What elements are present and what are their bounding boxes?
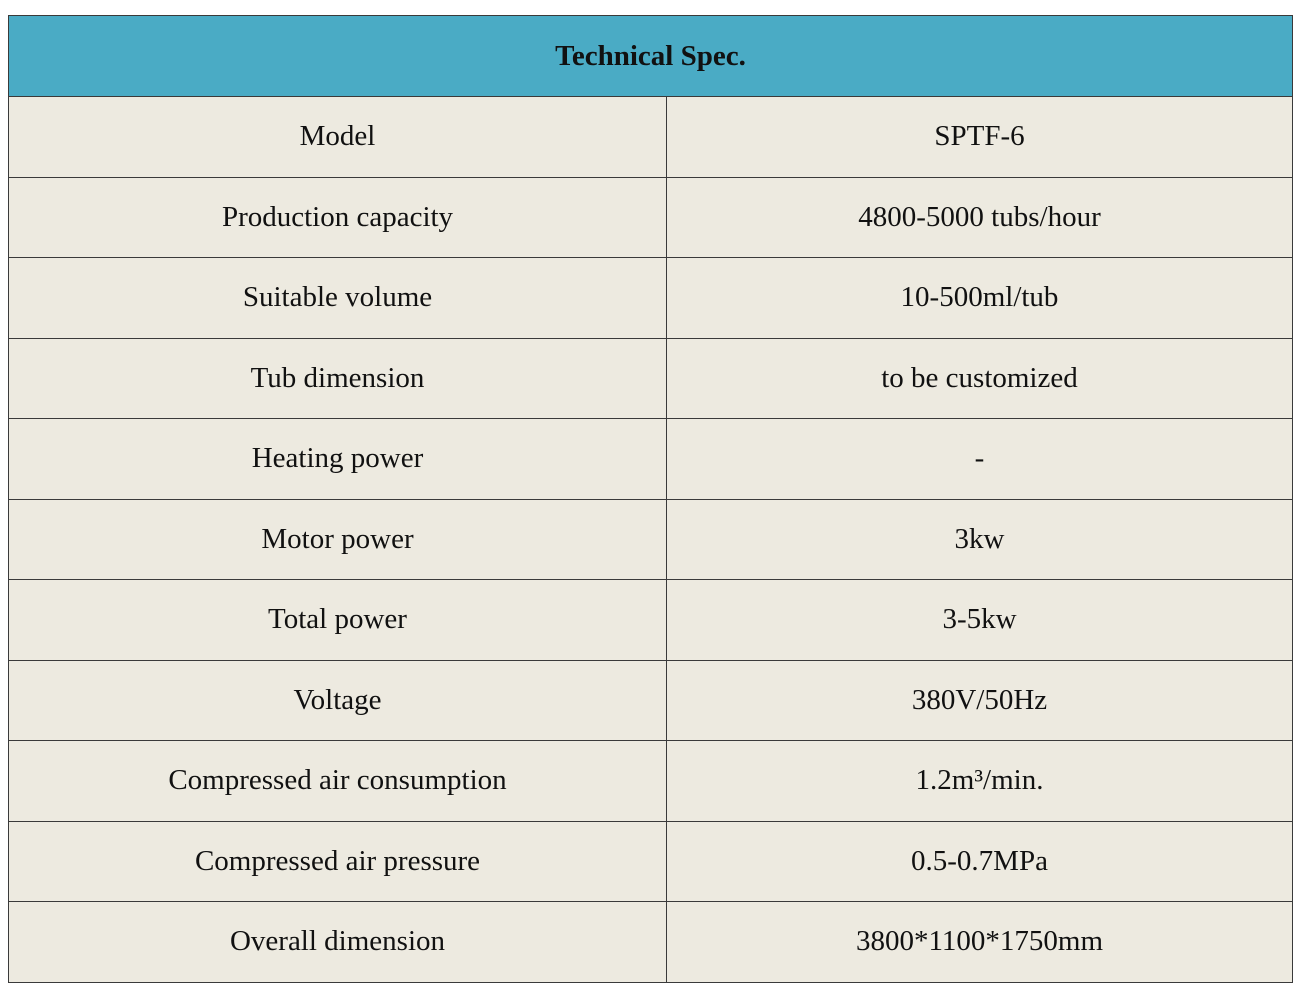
spec-label: Model bbox=[8, 96, 667, 178]
table-row: Heating power - bbox=[8, 418, 1293, 500]
table-row: Motor power 3kw bbox=[8, 498, 1293, 580]
spec-value: 3800*1100*1750mm bbox=[666, 901, 1293, 983]
table-row: Total power 3-5kw bbox=[8, 579, 1293, 661]
spec-label: Production capacity bbox=[8, 176, 667, 258]
spec-label: Motor power bbox=[8, 498, 667, 580]
table-row: Production capacity 4800-5000 tubs/hour bbox=[8, 176, 1293, 258]
spec-value: 10-500ml/tub bbox=[666, 257, 1293, 339]
spec-label: Overall dimension bbox=[8, 901, 667, 983]
table-row: Tub dimension to be customized bbox=[8, 337, 1293, 419]
table-row: Voltage 380V/50Hz bbox=[8, 659, 1293, 741]
spec-value: 4800-5000 tubs/hour bbox=[666, 176, 1293, 258]
spec-value: SPTF-6 bbox=[666, 96, 1293, 178]
spec-label: Heating power bbox=[8, 418, 667, 500]
spec-label: Voltage bbox=[8, 659, 667, 741]
table-row: Compressed air consumption 1.2m³/min. bbox=[8, 740, 1293, 822]
spec-label: Compressed air consumption bbox=[8, 740, 667, 822]
spec-value: - bbox=[666, 418, 1293, 500]
spec-label: Total power bbox=[8, 579, 667, 661]
spec-value: 1.2m³/min. bbox=[666, 740, 1293, 822]
table-title: Technical Spec. bbox=[8, 15, 1293, 97]
table-row: Compressed air pressure 0.5-0.7MPa bbox=[8, 820, 1293, 902]
spec-value: to be customized bbox=[666, 337, 1293, 419]
table-row: Suitable volume 10-500ml/tub bbox=[8, 257, 1293, 339]
spec-table: Technical Spec. Model SPTF-6 Production ca… bbox=[8, 15, 1293, 983]
spec-label: Tub dimension bbox=[8, 337, 667, 419]
table-row: Overall dimension 3800*1100*1750mm bbox=[8, 901, 1293, 983]
spec-value: 3-5kw bbox=[666, 579, 1293, 661]
spec-value: 3kw bbox=[666, 498, 1293, 580]
header-row: Technical Spec. bbox=[8, 15, 1293, 97]
spec-label: Suitable volume bbox=[8, 257, 667, 339]
spec-label: Compressed air pressure bbox=[8, 820, 667, 902]
spec-value: 0.5-0.7MPa bbox=[666, 820, 1293, 902]
spec-value: 380V/50Hz bbox=[666, 659, 1293, 741]
table-row: Model SPTF-6 bbox=[8, 96, 1293, 178]
